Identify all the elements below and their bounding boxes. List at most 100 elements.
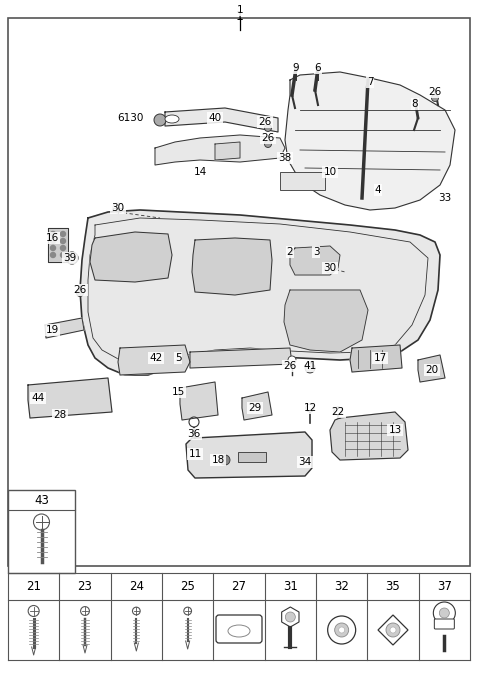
Polygon shape xyxy=(215,142,240,160)
Circle shape xyxy=(335,623,348,637)
Polygon shape xyxy=(282,607,299,627)
Circle shape xyxy=(50,238,56,244)
Text: 34: 34 xyxy=(299,457,312,467)
Circle shape xyxy=(50,252,56,258)
FancyBboxPatch shape xyxy=(434,619,455,629)
Text: 18: 18 xyxy=(211,455,225,465)
Text: 4: 4 xyxy=(375,185,381,195)
Text: 20: 20 xyxy=(425,365,439,375)
Polygon shape xyxy=(242,392,272,420)
Circle shape xyxy=(132,607,140,615)
Circle shape xyxy=(220,455,230,465)
Text: 44: 44 xyxy=(31,393,45,403)
Text: 26: 26 xyxy=(258,117,272,127)
Text: 35: 35 xyxy=(385,580,400,593)
Circle shape xyxy=(288,356,296,364)
Circle shape xyxy=(60,232,65,236)
FancyBboxPatch shape xyxy=(216,615,262,643)
Text: 5: 5 xyxy=(175,353,181,363)
Text: 16: 16 xyxy=(46,233,59,243)
Circle shape xyxy=(60,238,65,244)
Polygon shape xyxy=(118,345,190,375)
Text: 13: 13 xyxy=(388,425,402,435)
Text: 26: 26 xyxy=(262,133,275,143)
Text: 43: 43 xyxy=(34,493,49,507)
Text: 30: 30 xyxy=(324,263,336,273)
Circle shape xyxy=(81,606,89,615)
Bar xyxy=(8,18,470,566)
Text: 37: 37 xyxy=(437,580,452,593)
Polygon shape xyxy=(350,345,402,372)
Text: 31: 31 xyxy=(283,580,298,593)
Circle shape xyxy=(390,627,396,633)
Text: 10: 10 xyxy=(324,167,336,177)
Text: 23: 23 xyxy=(78,580,93,593)
Circle shape xyxy=(328,616,356,644)
Circle shape xyxy=(433,602,456,624)
Circle shape xyxy=(154,114,166,126)
Text: 27: 27 xyxy=(231,580,247,593)
Polygon shape xyxy=(180,382,218,420)
Circle shape xyxy=(60,252,65,258)
Text: 40: 40 xyxy=(208,113,222,123)
Bar xyxy=(8,490,75,573)
Text: 26: 26 xyxy=(283,361,297,371)
Circle shape xyxy=(264,141,272,147)
Polygon shape xyxy=(192,238,272,295)
Ellipse shape xyxy=(165,115,179,123)
Ellipse shape xyxy=(228,625,250,637)
Circle shape xyxy=(60,246,65,250)
Circle shape xyxy=(189,417,199,427)
Text: 6: 6 xyxy=(315,63,321,73)
Text: 26: 26 xyxy=(73,285,86,295)
Text: 29: 29 xyxy=(248,403,262,413)
Circle shape xyxy=(76,289,84,297)
Polygon shape xyxy=(165,108,278,132)
Text: 2: 2 xyxy=(287,247,293,257)
Text: 36: 36 xyxy=(187,429,201,439)
Text: 12: 12 xyxy=(303,403,317,413)
Text: 33: 33 xyxy=(438,193,452,203)
Circle shape xyxy=(306,404,314,412)
Text: 15: 15 xyxy=(171,387,185,397)
Text: 1: 1 xyxy=(237,5,243,15)
Bar xyxy=(280,172,325,190)
Polygon shape xyxy=(418,355,445,382)
Circle shape xyxy=(386,623,400,637)
Text: 21: 21 xyxy=(26,580,41,593)
Circle shape xyxy=(334,407,342,415)
Text: 6130: 6130 xyxy=(117,113,143,123)
Polygon shape xyxy=(45,318,84,338)
Text: 39: 39 xyxy=(63,253,77,263)
Polygon shape xyxy=(285,72,455,210)
Circle shape xyxy=(34,514,49,530)
Text: 14: 14 xyxy=(193,167,206,177)
Polygon shape xyxy=(186,432,312,478)
Text: 30: 30 xyxy=(111,203,125,213)
Polygon shape xyxy=(290,246,340,275)
Bar xyxy=(238,452,266,462)
Circle shape xyxy=(432,94,439,102)
Text: 19: 19 xyxy=(46,325,59,335)
Text: 8: 8 xyxy=(412,99,418,109)
Text: 17: 17 xyxy=(373,353,386,363)
Circle shape xyxy=(50,246,56,250)
Text: 22: 22 xyxy=(331,407,345,417)
Text: 11: 11 xyxy=(188,449,202,459)
Polygon shape xyxy=(190,348,292,368)
Circle shape xyxy=(339,627,345,633)
Circle shape xyxy=(285,612,295,622)
Circle shape xyxy=(264,125,272,131)
Circle shape xyxy=(66,252,78,264)
Polygon shape xyxy=(48,228,68,262)
Polygon shape xyxy=(155,135,285,165)
Circle shape xyxy=(28,606,39,616)
Text: 3: 3 xyxy=(312,247,319,257)
Polygon shape xyxy=(284,290,368,352)
Text: 38: 38 xyxy=(278,153,292,163)
Circle shape xyxy=(305,363,315,373)
Text: 28: 28 xyxy=(53,410,67,420)
Polygon shape xyxy=(378,615,408,645)
Text: 1: 1 xyxy=(236,10,244,23)
Circle shape xyxy=(184,607,192,615)
